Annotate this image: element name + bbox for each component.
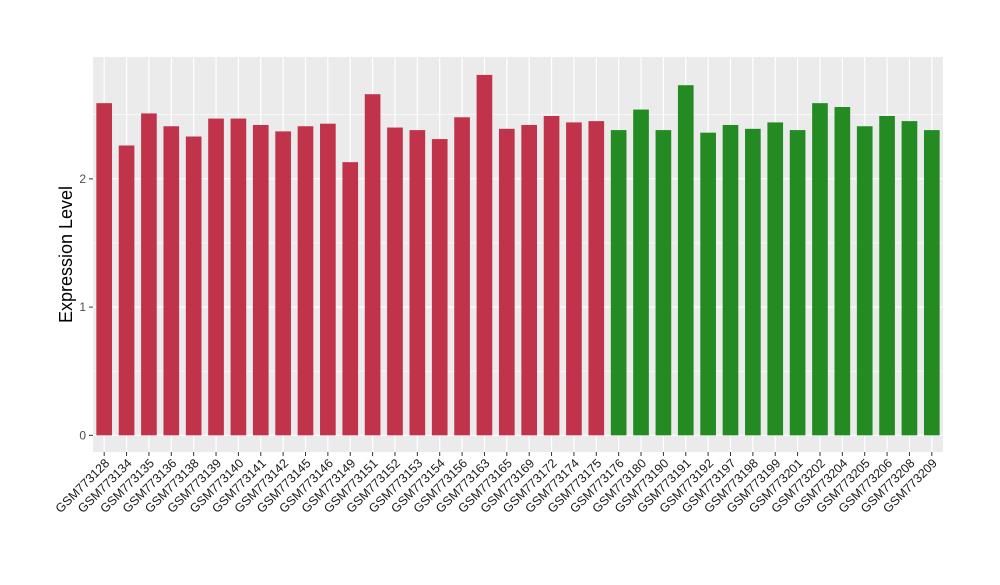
bar-GSM773209[interactable] <box>923 130 940 436</box>
bar-GSM773134[interactable] <box>118 145 135 436</box>
bar-GSM773192[interactable] <box>700 132 716 436</box>
bar-GSM773190[interactable] <box>655 130 672 436</box>
bar-GSM773140[interactable] <box>230 118 247 436</box>
bar-GSM773180[interactable] <box>633 109 649 436</box>
bar-GSM773174[interactable] <box>566 122 582 436</box>
bar-GSM773128[interactable] <box>96 103 113 436</box>
bar-GSM773201[interactable] <box>789 130 806 436</box>
y-tick-label: 0 <box>79 428 86 442</box>
bar-GSM773204[interactable] <box>834 107 851 436</box>
bar-GSM773139[interactable] <box>208 118 224 436</box>
y-tick-label: 1 <box>79 300 86 314</box>
bar-GSM773142[interactable] <box>275 131 291 436</box>
bar-GSM773135[interactable] <box>141 113 157 436</box>
bar-GSM773136[interactable] <box>163 126 180 436</box>
bar-GSM773154[interactable] <box>431 139 448 436</box>
bar-GSM773199[interactable] <box>767 122 784 436</box>
bar-GSM773202[interactable] <box>812 103 828 436</box>
bar-GSM773153[interactable] <box>409 130 426 436</box>
bar-GSM773152[interactable] <box>387 127 403 436</box>
bar-GSM773197[interactable] <box>722 124 739 436</box>
bar-GSM773191[interactable] <box>677 85 694 436</box>
bar-GSM773206[interactable] <box>879 115 895 436</box>
y-tick-label: 2 <box>79 172 86 186</box>
bar-GSM773208[interactable] <box>901 121 918 436</box>
y-axis-label: Expression Level <box>56 186 76 323</box>
bar-GSM773151[interactable] <box>364 94 381 436</box>
bar-GSM773156[interactable] <box>454 117 470 436</box>
bar-GSM773146[interactable] <box>320 123 336 436</box>
bar-GSM773205[interactable] <box>856 126 873 436</box>
bar-GSM773172[interactable] <box>543 115 560 436</box>
bar-GSM773175[interactable] <box>588 121 605 436</box>
bar-GSM773141[interactable] <box>252 124 269 436</box>
bar-GSM773176[interactable] <box>610 130 627 436</box>
bar-GSM773163[interactable] <box>476 74 493 436</box>
bar-GSM773198[interactable] <box>745 128 761 436</box>
bar-GSM773145[interactable] <box>297 126 314 436</box>
bar-GSM773165[interactable] <box>498 128 515 436</box>
bar-GSM773149[interactable] <box>342 162 359 436</box>
bar-GSM773138[interactable] <box>185 136 202 436</box>
bar-GSM773169[interactable] <box>521 124 538 436</box>
